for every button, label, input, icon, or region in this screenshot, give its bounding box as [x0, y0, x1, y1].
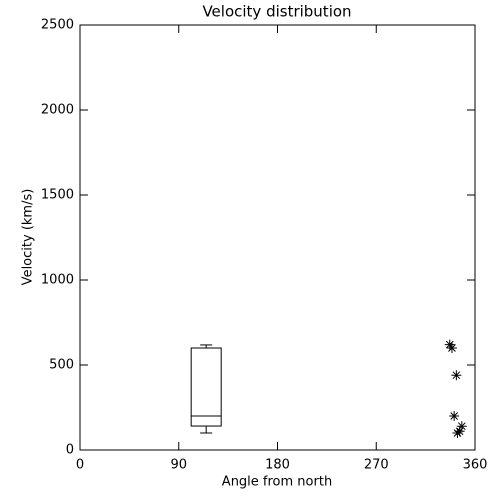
outlier: [451, 370, 462, 381]
y-tick-label: 500: [49, 358, 74, 373]
chart-title: Velocity distribution: [202, 3, 351, 21]
x-tick-label: 180: [265, 458, 290, 473]
outlier: [452, 428, 463, 438]
x-axis-label: Angle from north: [222, 475, 332, 490]
y-tick-label: 0: [66, 443, 74, 458]
outlier: [456, 421, 467, 432]
y-axis-label: Velocity (km/s): [21, 189, 36, 286]
x-tick-label: 0: [76, 458, 84, 473]
y-tick-label: 1000: [41, 273, 74, 288]
outlier: [446, 343, 457, 353]
outlier: [444, 339, 455, 350]
y-tick-label: 2500: [41, 18, 74, 33]
outlier: [449, 411, 460, 421]
x-tick-label: 360: [463, 458, 488, 473]
x-tick-label: 90: [170, 458, 187, 473]
x-tick-label: 270: [364, 458, 389, 473]
y-tick-label: 1500: [41, 188, 74, 203]
y-tick-label: 2000: [41, 103, 74, 118]
